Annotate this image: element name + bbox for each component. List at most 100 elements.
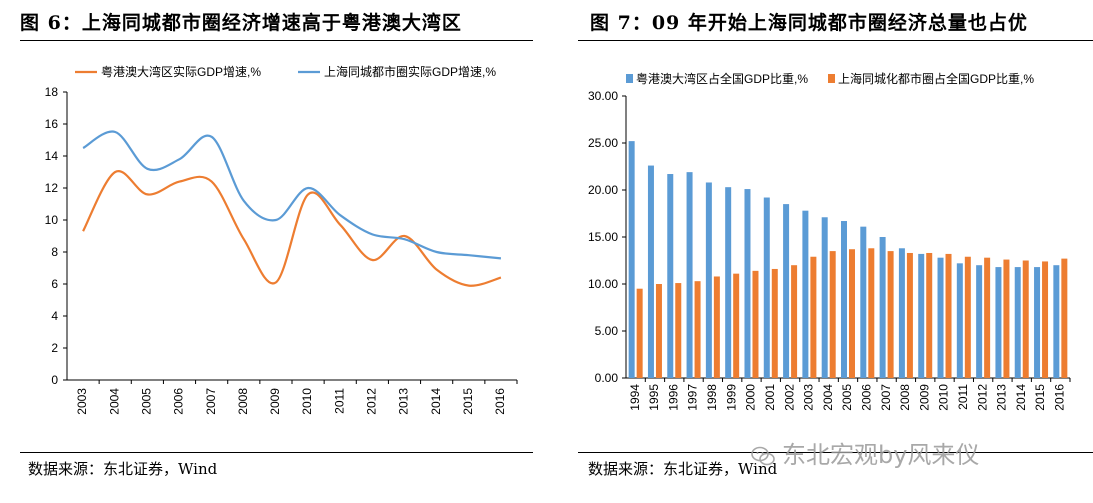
bar-s0 <box>937 257 944 378</box>
bar-s1 <box>964 256 971 378</box>
bar-s0 <box>821 217 828 378</box>
series-line-1 <box>82 130 502 260</box>
x-tick-label: 2013 <box>397 388 411 415</box>
x-tick-label: 2016 <box>493 388 507 415</box>
bar-s0 <box>995 267 1002 378</box>
bar-s1 <box>694 281 701 378</box>
x-tick-label: 2015 <box>461 388 475 415</box>
bar-s1 <box>868 248 875 378</box>
bar-s0 <box>667 174 674 378</box>
x-tick-label: 2000 <box>744 384 758 411</box>
x-tick-label: 2011 <box>956 384 970 410</box>
bar-s1 <box>887 251 894 378</box>
x-tick-label: 2005 <box>840 384 854 411</box>
bar-s0 <box>976 265 983 378</box>
bar-s1 <box>636 288 643 378</box>
y-tick-label: 6 <box>51 277 58 291</box>
x-tick-label: 2004 <box>821 384 835 411</box>
x-tick-label: 1994 <box>628 384 642 411</box>
bar-s0 <box>860 226 867 378</box>
bar-s1 <box>752 270 759 378</box>
bar-chart-panel: 图 7：09 年开始上海同城都市圈经济总量也占优 0.00 5.00 10.00 15… <box>560 0 1093 503</box>
bar-s1 <box>849 249 855 378</box>
legend-label: 粤港澳大湾区占全国GDP比重,% <box>636 71 808 86</box>
x-tick-label: 1999 <box>724 384 738 411</box>
bar-s0 <box>628 141 635 378</box>
source-note: 数据来源：东北证券，Wind <box>28 460 218 478</box>
y-tick-label: 2 <box>51 341 58 355</box>
bar-s1 <box>675 283 682 378</box>
bar-s0 <box>1034 267 1041 378</box>
bar-s0 <box>898 248 905 378</box>
wechat-icon <box>751 446 775 466</box>
bar-s1 <box>1022 260 1029 378</box>
x-tick-label: 2012 <box>365 388 379 415</box>
bar-s1 <box>926 252 933 378</box>
bar-s0 <box>705 182 712 378</box>
x-tick-label: 1998 <box>705 384 719 411</box>
x-tick-label: 2015 <box>1033 384 1047 411</box>
legend-label: 粤港澳大湾区实际GDP增速,% <box>101 64 261 79</box>
bar-s1 <box>810 256 817 378</box>
y-tick-label: 30.00 <box>588 89 618 103</box>
bar-s1 <box>733 273 740 378</box>
y-tick-label: 5.00 <box>595 324 619 338</box>
x-tick-label: 2006 <box>859 384 873 411</box>
legend-swatch <box>828 74 835 83</box>
x-tick-label: 2010 <box>300 388 314 415</box>
x-tick-label: 2003 <box>802 384 816 411</box>
bar-s1 <box>1042 261 1049 378</box>
x-tick-label: 2009 <box>268 388 282 415</box>
bar-s1 <box>771 268 778 378</box>
bar-s0 <box>841 221 847 378</box>
y-tick-label: 10 <box>45 213 59 227</box>
x-tick-label: 2014 <box>429 388 443 415</box>
bar-s0 <box>956 263 963 378</box>
y-tick-label: 4 <box>51 309 58 323</box>
watermark-text: 东北宏观by风来仪 <box>782 441 980 469</box>
legend-swatch <box>626 74 633 83</box>
x-tick-label: 2004 <box>107 388 121 415</box>
source-rule <box>20 452 533 453</box>
chart-title: 图 6：上海同城都市圈经济增速高于粤港澳大湾区 <box>20 12 462 34</box>
bar-s1 <box>984 257 991 378</box>
y-tick-label: 16 <box>45 117 59 131</box>
x-tick-label: 2016 <box>1053 384 1067 411</box>
bar-s0 <box>647 165 654 378</box>
x-tick-label: 2009 <box>917 384 931 411</box>
y-tick-label: 20.00 <box>588 183 618 197</box>
x-tick-label: 2012 <box>975 384 989 411</box>
watermark: 东北宏观by风来仪 <box>750 435 979 470</box>
bar-s1 <box>791 265 798 378</box>
y-tick-label: 0.00 <box>595 371 619 385</box>
bar-s0 <box>744 189 751 378</box>
bar-s0 <box>879 237 886 378</box>
bar-s0 <box>802 210 809 378</box>
title-rule <box>20 40 533 41</box>
line-chart: 0 2 4 6 8 10 12 14 16 18 2003 2004 2005 2006 2007 2008 2… <box>45 64 518 415</box>
x-tick-label: 2007 <box>879 384 893 411</box>
x-tick-label: 1997 <box>686 384 700 411</box>
bar-s1 <box>1003 259 1010 378</box>
bar-s1 <box>1061 258 1068 378</box>
source-rule <box>578 452 1093 453</box>
bar-s1 <box>655 284 662 378</box>
x-tick-label: 2002 <box>782 384 796 411</box>
bar-s1 <box>945 253 952 378</box>
bar-s0 <box>1014 267 1021 378</box>
x-tick-label: 2008 <box>236 388 250 415</box>
title-rule <box>578 40 1093 41</box>
x-tick-label: 2006 <box>172 388 186 415</box>
y-tick-label: 12 <box>45 181 59 195</box>
x-tick-label: 1995 <box>647 384 661 411</box>
legend-label: 上海同城都市圈实际GDP增速,% <box>324 64 496 79</box>
bar-s0 <box>725 187 732 378</box>
bar-s0 <box>686 172 693 378</box>
bar-s1 <box>829 251 836 378</box>
x-tick-label: 2010 <box>937 384 951 411</box>
chart-title: 图 7：09 年开始上海同城都市圈经济总量也占优 <box>590 12 1028 34</box>
x-tick-label: 1996 <box>666 384 680 411</box>
x-tick-label: 2007 <box>204 388 218 415</box>
x-tick-label: 2008 <box>898 384 912 411</box>
y-tick-label: 15.00 <box>588 230 618 244</box>
